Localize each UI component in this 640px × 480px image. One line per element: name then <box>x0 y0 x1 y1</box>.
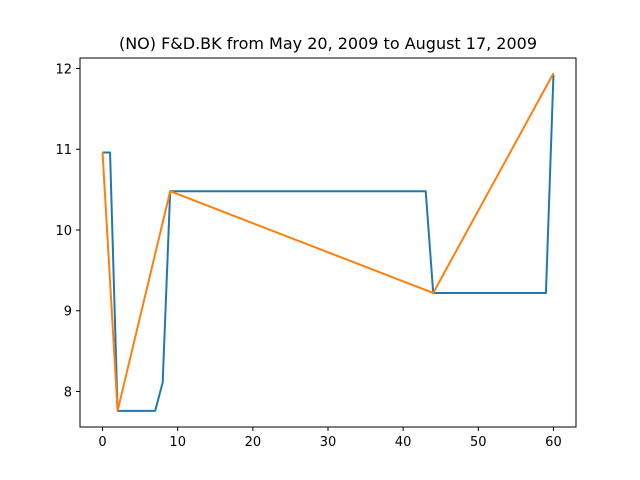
data-point <box>101 151 104 154</box>
axes-frame <box>79 57 577 428</box>
x-tick-label: 40 <box>395 435 412 450</box>
series-layer <box>101 72 555 412</box>
x-tick-label: 50 <box>470 435 487 450</box>
data-point <box>109 151 111 154</box>
data-point <box>169 190 171 192</box>
y-tick-label: 9 <box>64 305 72 320</box>
y-tick-label: 8 <box>64 385 72 400</box>
data-point <box>545 292 547 294</box>
x-tick-label: 30 <box>320 435 337 450</box>
x-tick-label: 0 <box>98 435 106 450</box>
data-point <box>432 292 434 294</box>
y-tick-label: 11 <box>55 143 72 158</box>
x-tick-label: 20 <box>245 435 262 450</box>
data-point <box>116 410 119 412</box>
data-point <box>552 72 555 74</box>
chart-title: (NO) F&D.BK from May 20, 2009 to August … <box>119 34 537 53</box>
data-point <box>425 190 427 192</box>
y-tick-label: 10 <box>55 224 72 239</box>
data-point <box>154 410 156 412</box>
tick-layer: 0 10 20 30 40 50 60 8 9 10 11 12 <box>55 62 561 450</box>
x-tick-label: 60 <box>545 435 562 450</box>
x-tick-label: 10 <box>169 435 186 450</box>
data-point <box>162 381 164 384</box>
series-line-2 <box>101 72 555 412</box>
series-line-1 <box>102 74 555 412</box>
y-tick-label: 12 <box>55 62 72 77</box>
